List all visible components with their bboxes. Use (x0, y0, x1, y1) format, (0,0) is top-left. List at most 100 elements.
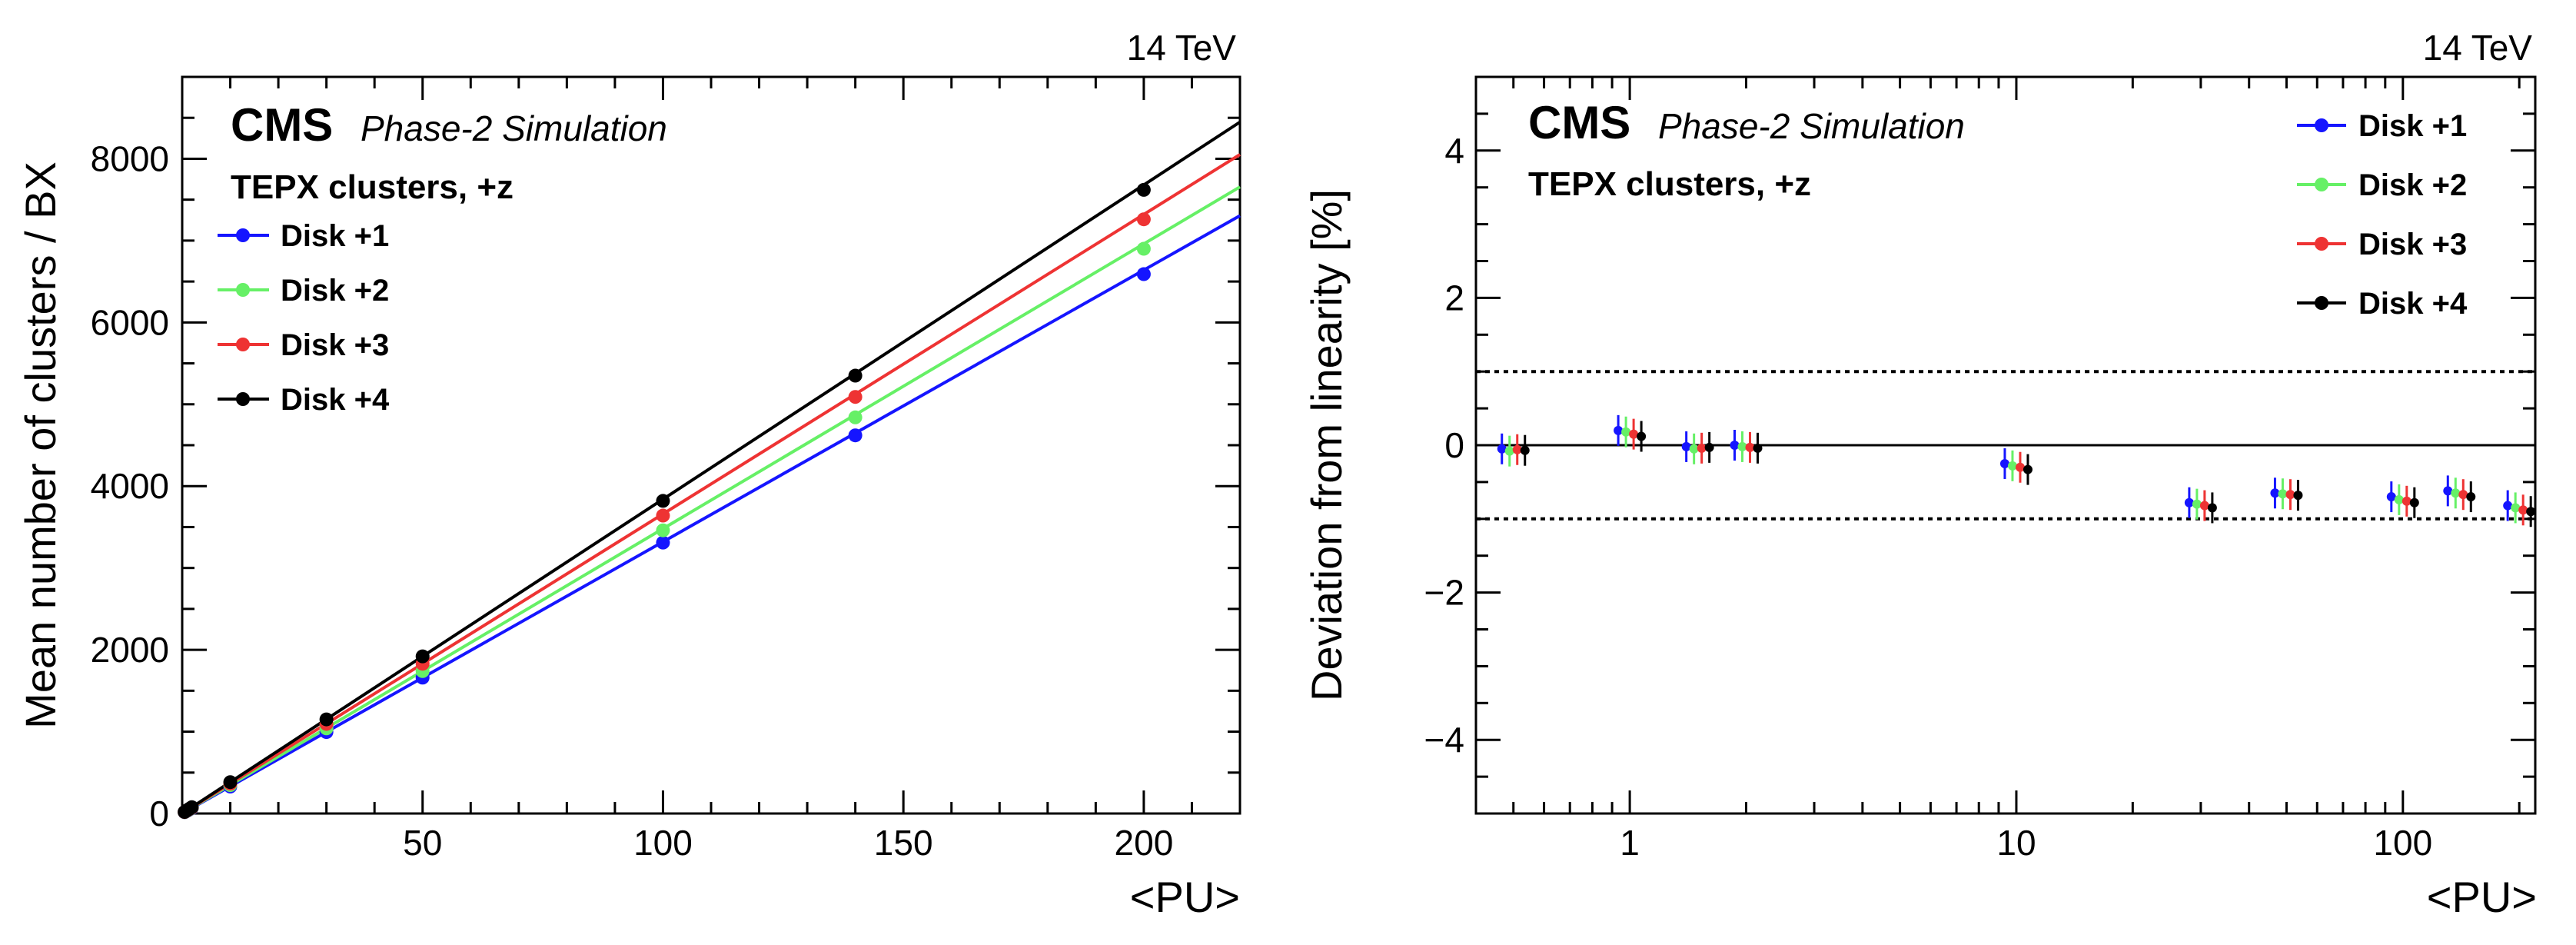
data-point (2023, 464, 2033, 474)
data-point (2503, 501, 2513, 511)
right-y-tick-label: −2 (1424, 573, 1464, 613)
data-point (1637, 431, 1647, 441)
legend-label: Disk +3 (281, 328, 389, 362)
data-point (1136, 241, 1151, 256)
left-selection-label: TEPX clusters, +z (231, 168, 514, 206)
data-point (1520, 445, 1530, 455)
fit-line-3 (181, 153, 1241, 815)
legend-marker (2315, 237, 2328, 251)
legend-marker (2315, 296, 2328, 310)
data-point (2285, 490, 2295, 500)
right-energy-label: 14 TeV (2423, 28, 2533, 68)
data-point (1136, 212, 1151, 227)
data-point (1737, 441, 1747, 451)
data-point (656, 535, 670, 550)
data-point (1681, 441, 1691, 451)
left-x-axis-title: <PU> (1130, 873, 1240, 921)
data-point (1704, 442, 1714, 452)
right-y-tick-label: 0 (1444, 425, 1464, 465)
data-point (2401, 496, 2411, 506)
right-y-tick-label: 4 (1444, 131, 1464, 171)
fit-line-4 (181, 121, 1241, 815)
legend-marker (2315, 118, 2328, 132)
legend-marker (236, 392, 250, 406)
data-point (2278, 489, 2288, 499)
data-point (1753, 443, 1763, 453)
data-point (1697, 443, 1707, 453)
data-point (1999, 458, 2009, 468)
data-point (656, 508, 670, 523)
right-reference-lines (1476, 370, 2535, 521)
data-point (1136, 182, 1151, 197)
data-point (2270, 488, 2280, 498)
left-data-points (178, 182, 1151, 820)
data-point (2526, 507, 2536, 517)
left-x-tick-label: 200 (1115, 823, 1174, 863)
right-chart: 1 10 100 −4 −2 0 2 4 14 TeV CMS Phase-2 Simulat… (1302, 28, 2537, 921)
left-y-tick-label: 4000 (91, 466, 169, 506)
data-point (1629, 429, 1639, 439)
data-point (2451, 488, 2461, 498)
left-x-tick-label: 100 (633, 823, 693, 863)
right-y-axis-title: Deviation from linearity [%] (1302, 189, 1351, 701)
data-point (2184, 497, 2194, 507)
left-y-axis-title: Mean number of clusters / BX (16, 161, 65, 729)
legend-marker (2315, 178, 2328, 191)
legend-label: Disk +4 (2358, 287, 2468, 321)
data-point (656, 494, 670, 508)
left-cms-label: CMS (231, 99, 333, 151)
left-y-tick-label: 2000 (91, 630, 169, 670)
right-x-tick-label: 10 (1996, 823, 2036, 863)
data-point (2409, 497, 2419, 507)
legend-label: Disk +1 (2358, 109, 2467, 143)
fit-line-1 (181, 214, 1241, 815)
legend-marker (236, 338, 250, 351)
right-x-tick-label: 100 (2373, 823, 2432, 863)
data-point (1614, 425, 1624, 435)
data-point (848, 390, 863, 404)
legend-marker (236, 228, 250, 242)
legend-label: Disk +1 (281, 219, 389, 253)
data-point (184, 800, 199, 814)
data-point (2293, 491, 2303, 501)
left-y-tick-label: 0 (149, 794, 169, 834)
left-status-label: Phase-2 Simulation (361, 108, 667, 148)
data-point (2386, 492, 2396, 502)
legend-label: Disk +2 (2358, 168, 2467, 202)
right-y-tick-label: −4 (1424, 720, 1464, 760)
data-point (2443, 486, 2453, 496)
left-fit-lines (181, 121, 1241, 815)
legend-label: Disk +3 (2358, 228, 2467, 261)
right-status-label: Phase-2 Simulation (1658, 106, 1965, 146)
right-legend: Disk +1 Disk +2 Disk +3 Disk +4 (2297, 109, 2468, 321)
data-point (2466, 492, 2476, 502)
data-point (2192, 499, 2202, 509)
data-point (2007, 461, 2017, 471)
data-point (2518, 505, 2528, 515)
right-selection-label: TEPX clusters, +z (1528, 165, 1811, 203)
data-point (656, 523, 670, 537)
legend-marker (236, 283, 250, 297)
data-point (2015, 462, 2025, 472)
data-point (1136, 267, 1151, 281)
data-point (223, 775, 238, 790)
data-point (2199, 501, 2209, 511)
data-point (1504, 446, 1514, 456)
right-axis-ticks: 1 10 100 −4 −2 0 2 4 (1424, 75, 2535, 863)
data-point (1512, 444, 1522, 454)
data-point (848, 410, 863, 424)
left-legend: Disk +1 Disk +2 Disk +3 Disk +4 (218, 219, 390, 417)
data-point (1745, 442, 1755, 452)
data-point (2458, 490, 2468, 500)
data-point (2394, 494, 2404, 504)
data-point (2511, 503, 2521, 513)
data-point (415, 649, 430, 664)
data-point (1497, 444, 1507, 454)
data-point (848, 368, 863, 383)
right-y-tick-label: 2 (1444, 278, 1464, 318)
right-data-points (1497, 414, 2536, 527)
right-cms-label: CMS (1528, 97, 1630, 148)
